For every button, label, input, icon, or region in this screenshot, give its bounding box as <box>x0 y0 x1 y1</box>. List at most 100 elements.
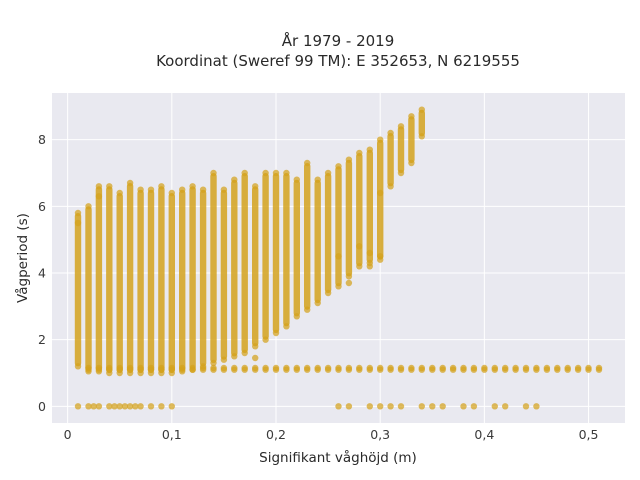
data-point-column <box>408 116 415 163</box>
data-point <box>74 363 82 370</box>
data-point <box>85 403 92 410</box>
data-point <box>147 403 155 410</box>
data-point <box>106 183 113 190</box>
data-point-column <box>293 179 300 317</box>
data-point-column <box>95 186 103 372</box>
data-point <box>272 329 280 337</box>
x-tick-label: 0,4 <box>474 427 494 442</box>
data-points <box>74 106 603 410</box>
data-point <box>324 169 332 177</box>
data-point <box>470 364 478 372</box>
data-point <box>491 403 498 410</box>
data-point <box>106 364 113 372</box>
data-point-column <box>106 186 113 373</box>
data-point <box>418 403 425 410</box>
data-point-column <box>345 159 353 277</box>
data-point <box>522 364 530 372</box>
data-point <box>429 364 436 372</box>
data-point <box>111 403 118 410</box>
data-point <box>387 183 394 190</box>
data-point <box>366 364 373 372</box>
data-point <box>168 403 175 410</box>
data-point <box>210 359 217 367</box>
data-point <box>314 364 321 372</box>
data-point <box>74 209 82 217</box>
data-point-column <box>210 173 217 363</box>
data-point-column <box>116 193 123 373</box>
data-point <box>293 364 300 372</box>
data-point-column <box>304 163 311 310</box>
data-point-column <box>168 193 175 373</box>
data-point <box>460 403 467 410</box>
data-point <box>564 364 571 372</box>
data-point <box>397 403 405 410</box>
data-point-column <box>252 186 259 347</box>
data-point-column <box>314 179 321 303</box>
data-point <box>231 176 238 183</box>
data-point <box>533 364 540 372</box>
y-tick-label: 8 <box>38 132 46 147</box>
data-point <box>137 403 144 410</box>
data-point <box>595 364 603 372</box>
data-point-column <box>387 133 394 187</box>
data-point <box>283 323 290 330</box>
data-point <box>116 364 123 372</box>
data-point <box>252 343 259 350</box>
x-tick-label: 0 <box>64 427 72 442</box>
data-point <box>293 176 300 183</box>
data-point <box>335 403 342 410</box>
data-point-column <box>85 206 92 372</box>
data-point <box>262 364 269 372</box>
data-point <box>460 364 467 372</box>
data-point <box>387 403 394 410</box>
data-point <box>502 403 509 410</box>
data-point <box>199 186 207 193</box>
data-point <box>356 263 363 270</box>
data-point <box>345 403 353 410</box>
data-point <box>345 279 353 287</box>
data-point <box>126 179 134 187</box>
data-point <box>168 189 175 197</box>
data-point <box>189 364 196 372</box>
data-point <box>314 299 321 307</box>
chart-title: År 1979 - 2019 <box>282 31 395 50</box>
data-point <box>179 186 186 193</box>
data-point-column <box>272 173 280 333</box>
data-point <box>158 403 165 410</box>
data-point <box>335 253 342 260</box>
data-point <box>418 364 425 372</box>
data-point <box>95 193 103 200</box>
data-point <box>377 253 384 260</box>
y-axis-label: Vågperiod (s) <box>14 213 31 303</box>
data-point <box>121 403 129 410</box>
data-point <box>387 364 394 372</box>
data-point <box>304 159 311 167</box>
data-point <box>74 219 82 227</box>
data-point <box>252 183 259 190</box>
data-point <box>158 364 165 372</box>
data-point <box>262 336 269 343</box>
data-point <box>345 156 353 163</box>
data-point-column <box>241 173 248 353</box>
data-point <box>439 364 446 372</box>
data-point <box>85 364 92 372</box>
data-point <box>387 129 394 137</box>
data-point-column <box>262 173 269 340</box>
data-point <box>137 186 144 193</box>
data-point <box>522 403 530 410</box>
data-point-column <box>189 186 196 370</box>
data-point-column <box>283 173 290 327</box>
data-point <box>283 364 290 372</box>
data-point <box>449 364 457 372</box>
data-point <box>116 189 123 197</box>
data-point <box>356 364 363 372</box>
data-point <box>439 403 446 410</box>
data-point <box>137 364 144 372</box>
data-point <box>126 403 134 410</box>
data-point <box>283 169 290 177</box>
data-point <box>408 364 415 372</box>
data-point <box>377 364 384 372</box>
data-point <box>585 364 592 372</box>
data-point <box>377 136 384 143</box>
